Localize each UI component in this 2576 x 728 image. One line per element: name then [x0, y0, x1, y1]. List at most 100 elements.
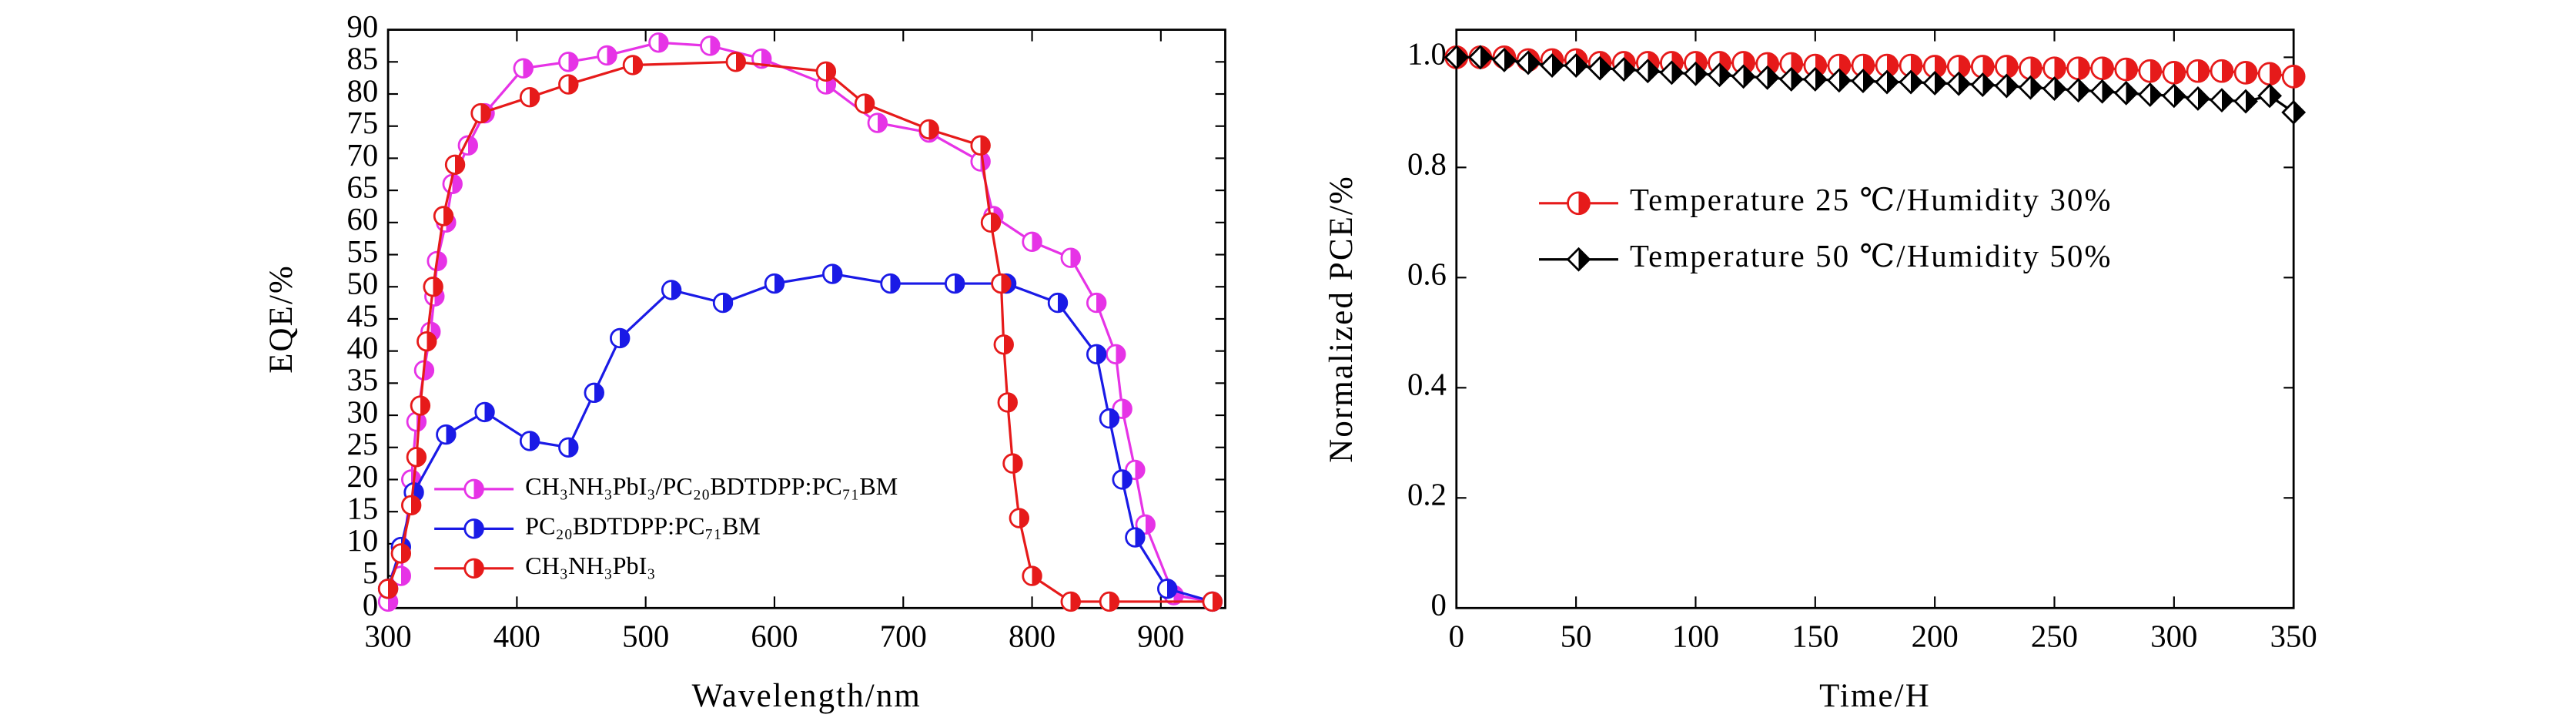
y-tick-label: 15 [346, 491, 378, 526]
marker [1202, 591, 1223, 612]
marker [558, 437, 579, 458]
y-axis-label: EQE/% [263, 264, 299, 374]
legend-marker [1566, 247, 1591, 272]
y-tick-label: 1.0 [1407, 37, 1447, 72]
marker [700, 35, 721, 56]
marker [1683, 61, 1708, 86]
marker [725, 52, 746, 72]
marker [1611, 57, 1637, 82]
marker [2281, 99, 2307, 125]
marker [410, 395, 431, 416]
plot-frame [1455, 29, 2295, 609]
x-axis-label: Time/H [1819, 678, 1931, 714]
legend-label: Temperature 25 ℃/Humidity 30% [1630, 183, 2113, 217]
x-tick-label: 150 [1791, 619, 1838, 653]
marker [597, 45, 617, 66]
y-tick-label: 55 [346, 234, 378, 269]
series-line [386, 60, 1213, 603]
series-line [386, 272, 1213, 603]
marker [2162, 61, 2186, 85]
y-tick-label: 10 [346, 523, 378, 558]
x-tick-label: 300 [2150, 619, 2197, 653]
marker [1587, 55, 1613, 81]
x-axis-label: Wavelength/nm [692, 678, 922, 714]
marker [1635, 59, 1661, 84]
marker [622, 55, 644, 75]
y-tick-label: 45 [346, 298, 378, 333]
marker [661, 280, 682, 300]
marker [867, 112, 888, 133]
marker [2233, 89, 2258, 114]
marker [1755, 65, 1780, 90]
marker [474, 401, 495, 423]
marker [1851, 69, 1875, 94]
marker [390, 543, 412, 564]
marker [1099, 591, 1120, 612]
x-tick-label: 0 [1449, 619, 1464, 653]
marker [980, 212, 1002, 233]
marker [648, 32, 669, 53]
marker [1946, 71, 1972, 96]
x-tick-label: 800 [1009, 619, 1055, 653]
marker [2257, 62, 2282, 86]
marker [1875, 69, 1899, 95]
marker [519, 86, 540, 108]
marker [2042, 56, 2066, 80]
marker [2161, 83, 2186, 109]
marker [1086, 344, 1107, 365]
x-tick-label: 700 [880, 619, 927, 653]
marker [558, 74, 579, 95]
marker [519, 431, 540, 451]
marker [2137, 82, 2163, 107]
marker [1922, 71, 1948, 96]
marker [1022, 565, 1042, 586]
marker [1002, 453, 1023, 474]
marker [377, 579, 399, 599]
marker [2186, 86, 2210, 111]
marker [2186, 59, 2210, 83]
legend-marker [463, 558, 484, 579]
marker [1802, 67, 1828, 92]
marker [2066, 78, 2091, 103]
marker [880, 273, 901, 294]
marker [433, 206, 454, 226]
marker [1731, 64, 1756, 89]
marker [2089, 79, 2115, 104]
marker [444, 154, 466, 175]
marker [2257, 83, 2283, 109]
legend-label: PC₂₀BDTDPP:PC₇₁BM [525, 512, 761, 540]
marker [1444, 45, 1469, 70]
marker [1086, 292, 1107, 314]
marker [2114, 57, 2139, 82]
marker [1157, 579, 1178, 599]
marker [1106, 344, 1126, 365]
x-tick-label: 500 [622, 619, 669, 653]
marker [1125, 527, 1146, 548]
marker [470, 102, 491, 124]
marker [1659, 60, 1684, 86]
legend-marker [463, 478, 484, 500]
marker [993, 334, 1014, 355]
marker [1060, 247, 1081, 268]
series-line [386, 41, 1213, 603]
x-tick-label: 250 [2031, 619, 2078, 653]
marker [1099, 408, 1120, 429]
marker [1707, 62, 1732, 88]
marker [991, 273, 1012, 294]
marker [2233, 61, 2258, 85]
marker [2066, 56, 2090, 80]
legend-marker [1567, 191, 1591, 216]
marker [513, 58, 534, 79]
y-tick-label: 0.8 [1407, 147, 1447, 182]
y-tick-label: 0.4 [1407, 367, 1447, 402]
x-tick-label: 400 [493, 619, 540, 653]
y-tick-label: 25 [346, 427, 378, 461]
y-tick-label: 85 [346, 42, 378, 76]
marker [2018, 75, 2043, 100]
marker [1009, 508, 1030, 528]
marker [1467, 45, 1493, 70]
marker [1112, 469, 1132, 490]
x-tick-label: 100 [1672, 619, 1719, 653]
marker [1826, 68, 1852, 93]
